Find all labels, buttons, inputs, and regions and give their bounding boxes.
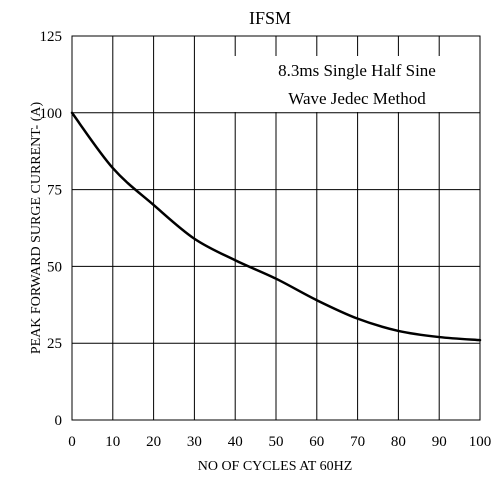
- y-tick-label: 75: [47, 183, 62, 199]
- y-tick-label: 125: [40, 29, 63, 45]
- x-tick-label: 100: [469, 434, 492, 450]
- x-axis-title: NO OF CYCLES AT 60HZ: [198, 459, 353, 474]
- x-tick-label: 20: [146, 434, 161, 450]
- x-tick-label: 30: [187, 434, 202, 450]
- x-tick-label: 10: [105, 434, 120, 450]
- y-tick-label: 0: [55, 413, 63, 429]
- tick-labels: 0 10 20 30 40 50 60 70 80 90 100 0 25 50 75 100 125: [40, 29, 492, 450]
- chart-title: IFSM: [249, 8, 291, 28]
- annotation-box: [228, 56, 478, 112]
- y-tick-label: 25: [47, 336, 62, 352]
- y-axis-title: PEAK FORWARD SURGE CURRENT- (A): [29, 102, 44, 355]
- x-tick-label: 50: [269, 434, 284, 450]
- x-tick-label: 40: [228, 434, 243, 450]
- x-tick-label: 90: [432, 434, 447, 450]
- annotation-line-2: Wave Jedec Method: [288, 89, 426, 108]
- y-tick-label: 50: [47, 259, 62, 275]
- x-tick-label: 70: [350, 434, 365, 450]
- x-tick-label: 60: [309, 434, 324, 450]
- x-tick-label: 0: [68, 434, 76, 450]
- y-tick-label: 100: [40, 106, 63, 122]
- annotation-line-1: 8.3ms Single Half Sine: [278, 61, 436, 80]
- series-line: [70, 111, 482, 342]
- x-tick-label: 80: [391, 434, 406, 450]
- plot-frame: [71, 35, 481, 421]
